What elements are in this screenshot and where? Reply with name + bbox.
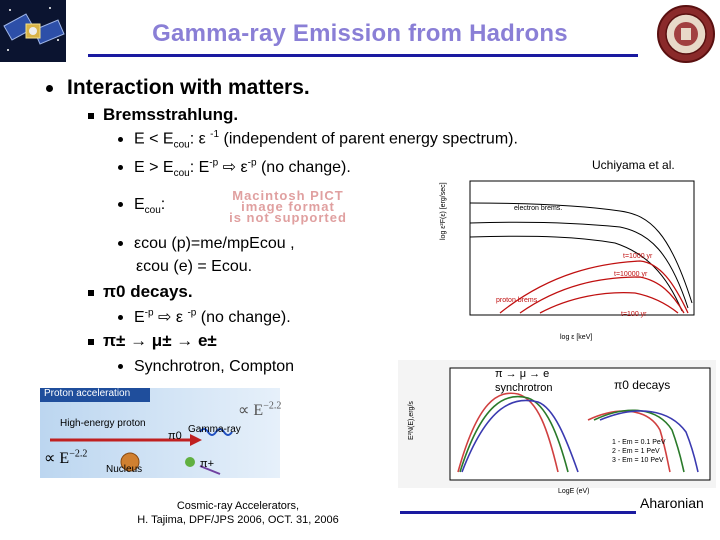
bullet-e-greater-than: E > Ecou: E-p ⇨ ε-p (no change). xyxy=(118,157,351,179)
bullet-dot-icon xyxy=(118,364,123,370)
uchiyama-plot xyxy=(430,173,704,335)
square-bullet-icon xyxy=(88,289,94,296)
eps-electron-line: εcou (e) = Ecou. xyxy=(136,258,253,275)
bullet-eps-proton: εcou (p)=me/mpEcou , xyxy=(118,235,295,253)
power-law-left: ∝ E−2.2 xyxy=(44,448,88,467)
pi-mu-e-label: π → μ → e synchrotron xyxy=(495,368,553,394)
bullet-e-less-than: E < Ecou: ε -1 (independent of parent en… xyxy=(118,129,518,151)
credit-aharonian: Aharonian xyxy=(640,495,704,511)
bottom-divider-line xyxy=(400,511,636,514)
bullet-pi0-spectrum: E-p ⇨ ε -p (no change). xyxy=(118,307,291,327)
piplus-label: π+ xyxy=(200,458,215,470)
uchiyama-xlabel: log ε [keV] xyxy=(560,334,593,341)
credit-uchiyama: Uchiyama et al. xyxy=(592,158,675,172)
bullet-dot-icon xyxy=(118,136,123,142)
page-title: Gamma-ray Emission from Hadrons xyxy=(152,20,568,47)
high-energy-proton-label: High-energy proton xyxy=(60,418,146,429)
title-underline xyxy=(88,54,638,57)
aharonian-legend: 1 - Em = 0.1 PeV 2 - Em = 1 PeV 3 - Em =… xyxy=(612,439,666,464)
aharonian-plot xyxy=(398,360,716,488)
bullet-dot-icon xyxy=(46,84,53,92)
bullet-dot-icon xyxy=(118,165,123,171)
nucleus-label: Nucleus xyxy=(106,464,143,475)
bullet-synchrotron: Synchrotron, Compton xyxy=(118,358,294,376)
pi0-label: π0 xyxy=(168,430,182,442)
time-label-100: t=100 yr xyxy=(621,311,647,318)
figure-caption: Cosmic-ray Accelerators, H. Tajima, DPF/… xyxy=(137,500,339,526)
satellite-icon xyxy=(0,0,66,62)
unsupported-image-placeholder: Macintosh PICT image format is not suppo… xyxy=(229,188,347,225)
bullet-ecou: Ecou: xyxy=(118,196,165,216)
gamma-ray-label: Gamma-ray xyxy=(188,424,241,435)
proton-acceleration-figure xyxy=(40,388,280,478)
electron-brems-label: electron brems. xyxy=(514,205,563,212)
square-bullet-icon xyxy=(88,112,94,119)
pi0-heading: π0 decays. xyxy=(88,282,193,302)
main-bullet: Interaction with matters. xyxy=(46,76,310,100)
time-label-1000: t=1000 yr xyxy=(623,253,653,260)
bullet-dot-icon xyxy=(118,241,123,247)
bullet-dot-icon xyxy=(118,315,123,321)
power-law-right: ∝ E−2.2 xyxy=(238,400,282,419)
aharonian-ylabel: E²N(E),erg/s xyxy=(408,401,415,440)
aharonian-xlabel: LogE (eV) xyxy=(558,488,590,495)
pipm-heading: π± → μ± → e± xyxy=(88,331,217,351)
bullet-dot-icon xyxy=(118,202,123,208)
pi0-decays-label: π0 decays xyxy=(614,378,671,392)
uchiyama-ylabel: log ε²F(ε) [erg/sec] xyxy=(440,182,447,240)
proton-acceleration-label: Proton acceleration xyxy=(44,388,131,399)
proton-brems-label: proton brems. xyxy=(496,297,540,304)
square-bullet-icon xyxy=(88,338,94,345)
time-label-10000: t=10000 yr xyxy=(614,271,648,278)
bremsstrahlung-heading: Bremsstrahlung. xyxy=(88,105,238,125)
university-seal-logo xyxy=(656,4,716,64)
